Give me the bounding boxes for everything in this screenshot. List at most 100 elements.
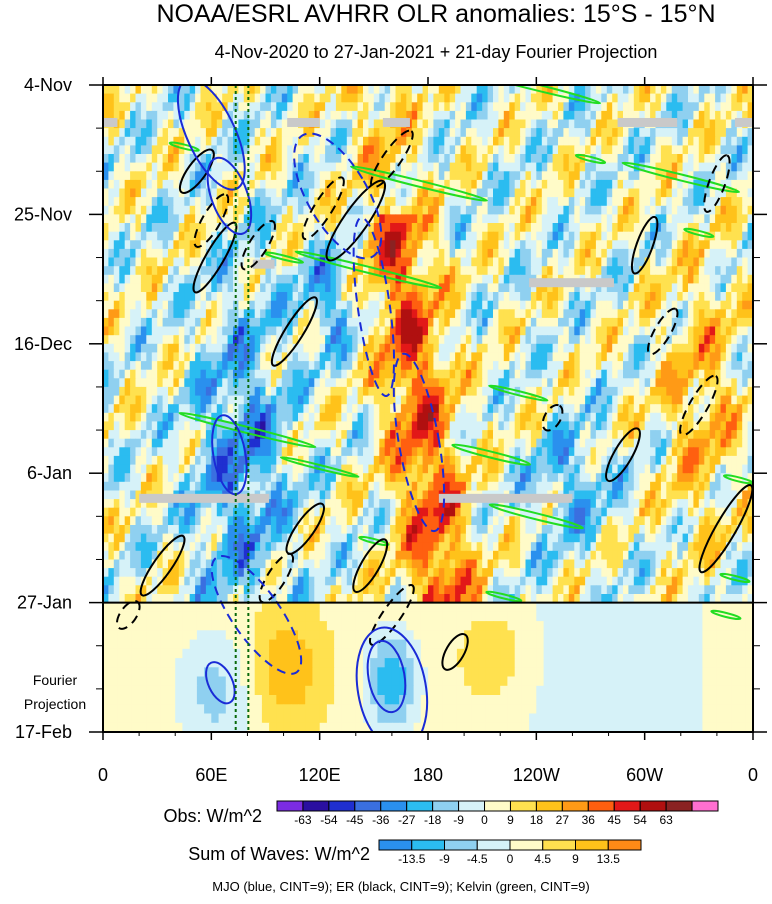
heat-cell [325,110,332,121]
heat-cell [514,395,521,405]
heat-cell [308,283,315,293]
heat-cell [601,257,608,267]
heat-cell [747,335,753,345]
heat-cell [493,85,499,95]
heat-cell [103,274,109,284]
heat-cell [292,188,299,198]
heat-cell [384,136,391,146]
heat-cell [298,378,304,388]
heat-cell [249,136,256,146]
heat-cell [617,102,624,112]
heat-cell [390,292,397,302]
heat-cell [151,162,158,172]
heat-cell [736,136,743,146]
heat-cell [162,85,169,95]
heat-cell [650,335,657,345]
heat-cell [352,93,359,103]
heat-cell [325,154,332,164]
heat-cell [276,309,283,319]
heat-cell [200,386,207,397]
heat-cell [281,404,288,414]
heat-cell [606,421,613,431]
heat-cell [709,361,716,371]
heat-cell [731,421,738,431]
heat-cell [281,85,288,95]
heat-cell [460,136,467,146]
heat-cell [552,326,559,336]
heat-cell [623,93,629,103]
heat-cell [552,430,559,440]
heat-cell [151,352,158,362]
heat-cell [119,274,126,284]
heat-cell [357,188,364,198]
heat-cell [308,326,315,336]
heat-cell [563,240,570,250]
heat-cell [449,378,456,388]
heat-cell [308,145,315,155]
heat-cell [493,171,499,181]
heat-cell [211,223,218,233]
heat-cell [547,223,554,233]
heat-cell [590,335,597,345]
heat-cell [189,404,196,414]
heat-cell [352,223,359,233]
heat-cell [476,266,483,276]
heat-cell [406,214,413,224]
heat-cell [547,430,554,440]
heat-cell [368,205,375,215]
heat-cell [211,438,218,448]
heat-cell [563,369,570,379]
heat-cell [335,102,342,112]
heat-cell [666,223,673,233]
heat-cell [503,438,510,448]
heat-cell [742,145,749,155]
heat-cell [482,369,489,379]
heat-cell [660,309,667,319]
heat-cell [639,395,646,405]
heat-cell [428,395,434,405]
heat-cell [471,205,478,215]
heat-cell [623,335,629,345]
heat-cell [346,102,353,112]
heat-cell [135,421,142,431]
heat-cell [103,231,109,241]
heat-cell [422,326,429,336]
heat-cell [623,386,629,397]
heat-cell [471,283,478,293]
heat-cell [195,274,202,284]
heat-cell [113,266,120,276]
heat-cell [465,369,472,379]
heat-cell [151,240,158,250]
heat-cell [368,283,375,293]
heat-cell [742,93,749,103]
heat-cell [644,136,651,146]
heat-cell [465,171,472,181]
heat-cell [449,205,456,215]
heat-cell [325,93,332,103]
heat-cell [525,205,532,215]
heat-cell [520,171,527,181]
heat-cell [612,102,619,112]
heat-cell [644,145,651,155]
heat-cell [628,343,635,353]
heat-cell [189,292,196,302]
heat-cell [276,197,283,207]
heat-cell [200,326,207,336]
heat-cell [157,248,164,259]
heat-cell [178,257,185,267]
heat-cell [671,300,678,310]
heat-cell [119,231,126,241]
heat-cell [265,335,272,345]
heat-cell [335,93,342,103]
heat-cell [541,248,548,259]
heat-cell [346,214,353,224]
heat-cell [411,361,418,371]
heat-cell [612,223,619,233]
heat-cell [660,430,667,440]
heat-cell [612,145,619,155]
heat-cell [606,110,613,121]
heat-cell [536,136,543,146]
heat-cell [568,162,575,172]
heat-cell [552,214,559,224]
heat-cell [704,119,711,129]
